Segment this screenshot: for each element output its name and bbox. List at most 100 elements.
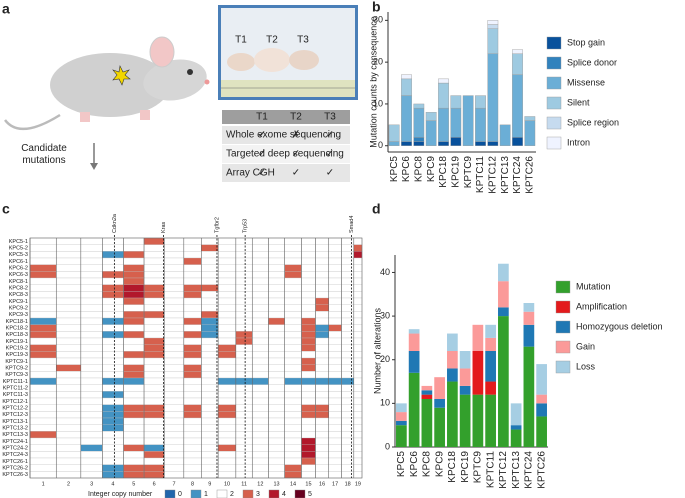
- cn-cell: [353, 417, 363, 425]
- cn-cell: [353, 271, 363, 279]
- bar-segment: [450, 95, 462, 109]
- cn-cell: [315, 351, 329, 359]
- cn-cell: [341, 371, 354, 379]
- x-tick-label: KPC5: [396, 451, 407, 478]
- cn-cell: [301, 397, 316, 405]
- cn-cell: [218, 364, 236, 372]
- cn-cell: [353, 364, 363, 372]
- cn-cell: [268, 404, 285, 412]
- cn-cell: [56, 344, 81, 352]
- cn-cell: [252, 331, 269, 339]
- cn-cell: [353, 351, 363, 359]
- cn-cell: [123, 237, 145, 245]
- cn-cell: [301, 424, 316, 432]
- column-label: 10: [224, 481, 230, 487]
- bar-segment: [396, 403, 407, 413]
- cn-cell: [80, 251, 103, 259]
- column-label: 2: [67, 481, 70, 487]
- cn-cell: [353, 464, 363, 472]
- column-label: 18: [345, 481, 351, 487]
- cn-cell: [353, 297, 363, 305]
- cn-cell: [268, 391, 285, 399]
- cn-cell: [102, 424, 124, 432]
- cn-cell: [201, 471, 219, 479]
- bar-segment: [512, 74, 523, 138]
- panel-letter: a: [2, 1, 10, 17]
- cn-cell: [201, 304, 219, 312]
- cn-cell: [143, 284, 165, 292]
- cn-cell: [328, 417, 342, 425]
- cn-cell: [353, 411, 363, 419]
- cn-cell: [268, 424, 285, 432]
- cn-cell: [102, 357, 124, 365]
- cn-cell: [353, 371, 363, 379]
- cn-cell: [328, 364, 342, 372]
- cn-cell: [315, 277, 329, 285]
- table-cell: ✓: [258, 130, 266, 141]
- gene-label: Tgfbr2: [214, 217, 220, 233]
- bar-segment: [487, 53, 499, 142]
- cn-cell: [29, 277, 57, 285]
- cn-cell: [123, 371, 145, 379]
- row-label: KPTC9-2: [5, 365, 28, 371]
- cn-cell: [353, 397, 363, 405]
- legend-swatch: [555, 360, 571, 374]
- cn-cell: [284, 257, 302, 265]
- cn-cell: [315, 464, 329, 472]
- cn-cell: [284, 324, 302, 332]
- cn-cell: [164, 357, 184, 365]
- bar-segment: [408, 333, 420, 351]
- cn-cell: [268, 444, 285, 452]
- cn-cell: [315, 304, 329, 312]
- cn-cell: [268, 284, 285, 292]
- cn-cell: [268, 244, 285, 252]
- cn-cell: [102, 451, 124, 459]
- cn-cell: [164, 371, 184, 379]
- cn-cell: [235, 284, 253, 292]
- table-cell: ✓: [258, 149, 266, 160]
- cn-cell: [235, 344, 253, 352]
- cn-cell: [353, 244, 363, 252]
- gene-label: Kras: [161, 221, 167, 233]
- table-cell: ✓: [292, 149, 300, 160]
- bar-segment: [459, 394, 471, 447]
- cn-cell: [164, 337, 184, 345]
- cn-cell: [164, 377, 184, 385]
- cn-cell: [123, 244, 145, 252]
- cn-cell: [143, 444, 165, 452]
- cn-cell: [328, 264, 342, 272]
- row-label: KPTC11-1: [3, 379, 28, 385]
- cn-cell: [235, 464, 253, 472]
- cn-cell: [341, 284, 354, 292]
- cn-cell: [328, 404, 342, 412]
- bar-segment: [524, 120, 536, 146]
- cn-cell: [56, 431, 81, 439]
- cn-cell: [143, 317, 165, 325]
- cn-cell: [123, 404, 145, 412]
- cn-cell: [201, 357, 219, 365]
- legend-label: Amplification: [576, 301, 627, 311]
- bar-segment: [459, 351, 471, 369]
- x-tick-label: KPC6: [401, 156, 412, 183]
- cn-cell: [183, 257, 202, 265]
- row-label: KPTC26-3: [2, 472, 28, 478]
- bar-segment: [524, 116, 536, 121]
- cn-cell: [328, 357, 342, 365]
- table-cell: ✓: [292, 168, 300, 179]
- cn-cell: [341, 364, 354, 372]
- cn-cell: [328, 344, 342, 352]
- bar-segment: [401, 95, 412, 142]
- cn-cell: [201, 391, 219, 399]
- legend-swatch: [546, 136, 562, 150]
- cn-cell: [218, 391, 236, 399]
- cn-cell: [353, 377, 363, 385]
- cn-cell: [143, 397, 165, 405]
- cn-cell: [201, 257, 219, 265]
- legend-swatch: [190, 489, 202, 498]
- cn-cell: [301, 384, 316, 392]
- cn-cell: [183, 291, 202, 299]
- cn-cell: [341, 451, 354, 459]
- cn-cell: [341, 351, 354, 359]
- cn-cell: [353, 264, 363, 272]
- legend-swatch: [268, 489, 280, 498]
